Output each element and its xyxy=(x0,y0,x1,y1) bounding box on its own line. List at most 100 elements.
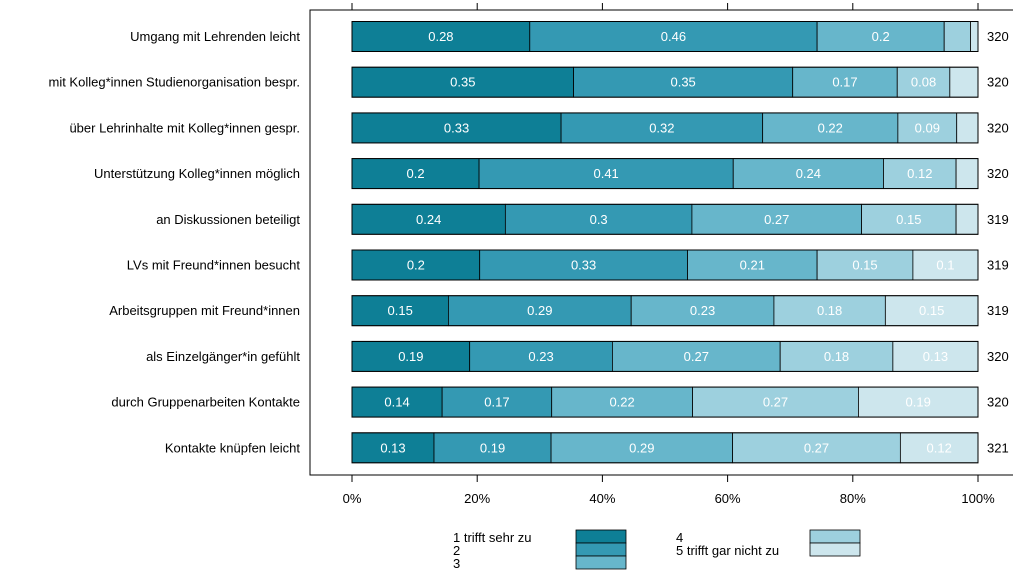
plot-frame xyxy=(309,9,1013,476)
segment-label-1-2: 0.17 xyxy=(832,75,857,90)
bar-outline-7 xyxy=(351,340,979,372)
legend-swatch-3 xyxy=(809,529,861,544)
segment-label-7-1: 0.23 xyxy=(528,349,553,364)
segment-label-1-0: 0.35 xyxy=(450,75,475,90)
bar-segment-2-1 xyxy=(560,112,764,144)
segment-label-9-1: 0.19 xyxy=(480,440,505,455)
bar-segment-5-3 xyxy=(816,249,914,281)
segment-label-0-1: 0.46 xyxy=(661,29,686,44)
bar-segment-9-2 xyxy=(550,432,734,464)
segment-label-4-1: 0.3 xyxy=(590,212,608,227)
segment-label-2-1: 0.32 xyxy=(649,120,674,135)
bar-outline-3 xyxy=(351,158,979,190)
category-label-7: als Einzelgänger*in gefühlt xyxy=(146,349,300,364)
segment-label-8-1: 0.17 xyxy=(484,395,509,410)
bar-segment-1-4 xyxy=(949,66,979,98)
bar-outline-5 xyxy=(351,249,979,281)
bar-segment-9-0 xyxy=(351,432,435,464)
bar-segment-0-1 xyxy=(529,21,818,52)
segment-label-3-2: 0.24 xyxy=(796,166,821,181)
bar-outline-4 xyxy=(351,203,979,235)
n-label-7: 320 xyxy=(987,349,1009,364)
legend-label-1: 2 xyxy=(453,543,460,558)
n-label-8: 320 xyxy=(987,395,1009,410)
bar-outline-0 xyxy=(351,21,979,52)
segment-label-6-0: 0.15 xyxy=(388,303,413,318)
category-label-0: Umgang mit Lehrenden leicht xyxy=(130,29,300,44)
n-label-5: 319 xyxy=(987,258,1009,273)
segment-label-1-1: 0.35 xyxy=(670,75,695,90)
n-label-9: 321 xyxy=(987,440,1009,455)
bar-segment-2-2 xyxy=(762,112,899,144)
segment-label-4-2: 0.27 xyxy=(764,212,789,227)
category-label-9: Kontakte knüpfen leicht xyxy=(165,440,301,455)
bar-segment-4-3 xyxy=(861,203,957,235)
segment-label-5-4: 0.1 xyxy=(936,258,954,273)
segment-label-9-3: 0.27 xyxy=(804,440,829,455)
bar-outline-8 xyxy=(351,386,979,418)
bar-segment-3-3 xyxy=(883,158,957,190)
bars-group: 0.28 0.46 0.2 0.35 0.35 0.17 0.08 0.33 0.32 0.22 0… xyxy=(351,21,979,464)
segment-label-6-1: 0.29 xyxy=(527,303,552,318)
bar-segment-5-0 xyxy=(351,249,481,281)
legend-label-0: 1 trifft sehr zu xyxy=(453,530,532,545)
segment-label-3-0: 0.2 xyxy=(406,166,424,181)
legend-label-2: 3 xyxy=(453,556,460,571)
bar-outline-6 xyxy=(351,295,979,327)
segment-label-4-3: 0.15 xyxy=(896,212,921,227)
x-tick-label-5: 100% xyxy=(961,491,995,506)
legend-label-3: 4 xyxy=(676,530,683,545)
legend-swatch-0 xyxy=(575,529,627,544)
segment-label-8-3: 0.27 xyxy=(763,395,788,410)
segment-label-2-3: 0.09 xyxy=(915,120,940,135)
bar-segment-8-1 xyxy=(441,386,553,418)
category-label-8: durch Gruppenarbeiten Kontakte xyxy=(111,395,300,410)
segment-label-3-1: 0.41 xyxy=(593,166,618,181)
segment-label-7-2: 0.27 xyxy=(684,349,709,364)
bar-segment-2-3 xyxy=(897,112,958,144)
segment-label-9-4: 0.12 xyxy=(927,440,952,455)
bar-segment-2-4 xyxy=(956,112,979,144)
segment-label-1-3: 0.08 xyxy=(911,75,936,90)
segment-label-0-0: 0.28 xyxy=(428,29,453,44)
segment-label-9-2: 0.29 xyxy=(629,440,654,455)
bar-outline-1 xyxy=(351,66,979,98)
segment-label-5-2: 0.21 xyxy=(740,258,765,273)
category-label-4: an Diskussionen beteiligt xyxy=(156,212,300,227)
segment-label-6-3: 0.18 xyxy=(817,303,842,318)
bar-segment-6-3 xyxy=(773,295,886,327)
bar-segment-0-3 xyxy=(943,21,971,52)
segment-label-6-4: 0.15 xyxy=(919,303,944,318)
category-label-3: Unterstützung Kolleg*innen möglich xyxy=(94,166,300,181)
bar-segment-9-4 xyxy=(899,432,979,464)
segment-label-4-0: 0.24 xyxy=(416,212,441,227)
n-label-0: 320 xyxy=(987,29,1009,44)
segment-label-9-0: 0.13 xyxy=(380,440,405,455)
segment-label-5-0: 0.2 xyxy=(407,258,425,273)
category-label-5: LVs mit Freund*innen besucht xyxy=(127,258,301,273)
n-label-4: 319 xyxy=(987,212,1009,227)
bar-segment-0-4 xyxy=(970,21,979,52)
segment-label-3-3: 0.12 xyxy=(907,166,932,181)
bar-segment-1-1 xyxy=(573,66,794,98)
bar-outline-2 xyxy=(351,112,979,144)
bar-segment-7-2 xyxy=(612,340,781,372)
segment-label-2-2: 0.22 xyxy=(818,120,843,135)
segment-label-5-3: 0.15 xyxy=(852,258,877,273)
segment-label-0-2: 0.2 xyxy=(872,29,890,44)
x-axis: 0% 20% 40% 60% 80% 100% xyxy=(343,475,995,506)
bar-segment-4-2 xyxy=(691,203,862,235)
segment-label-8-4: 0.19 xyxy=(906,395,931,410)
segment-label-7-4: 0.13 xyxy=(923,349,948,364)
bar-segment-4-4 xyxy=(955,203,979,235)
bar-segment-3-4 xyxy=(955,158,979,190)
bar-outline-9 xyxy=(351,432,979,464)
legend-swatch-2 xyxy=(575,555,627,570)
bar-segment-5-2 xyxy=(687,249,818,281)
top-axis-ticks xyxy=(351,3,979,10)
segment-label-8-0: 0.14 xyxy=(384,395,409,410)
x-tick-label-4: 80% xyxy=(840,491,866,506)
category-label-1: mit Kolleg*innen Studienorganisation bes… xyxy=(48,75,300,90)
